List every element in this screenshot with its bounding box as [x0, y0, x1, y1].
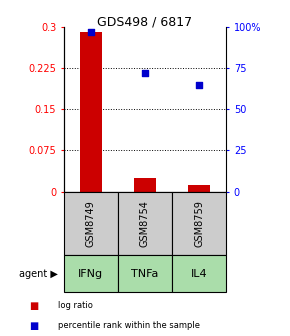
Text: log ratio: log ratio — [58, 301, 93, 310]
Point — [88, 29, 93, 35]
Text: IFNg: IFNg — [78, 269, 104, 279]
Bar — [188, 185, 210, 192]
Text: TNFa: TNFa — [131, 269, 159, 279]
Point — [143, 70, 147, 76]
Text: GSM8754: GSM8754 — [140, 200, 150, 247]
Bar — [134, 178, 156, 192]
Text: GDS498 / 6817: GDS498 / 6817 — [97, 15, 193, 28]
Text: agent ▶: agent ▶ — [19, 269, 58, 279]
Text: GSM8749: GSM8749 — [86, 200, 96, 247]
Text: ■: ■ — [29, 321, 38, 331]
Text: IL4: IL4 — [191, 269, 207, 279]
Bar — [80, 32, 102, 192]
Text: GSM8759: GSM8759 — [194, 200, 204, 247]
Point — [197, 82, 202, 87]
Text: ■: ■ — [29, 301, 38, 311]
Text: percentile rank within the sample: percentile rank within the sample — [58, 322, 200, 330]
